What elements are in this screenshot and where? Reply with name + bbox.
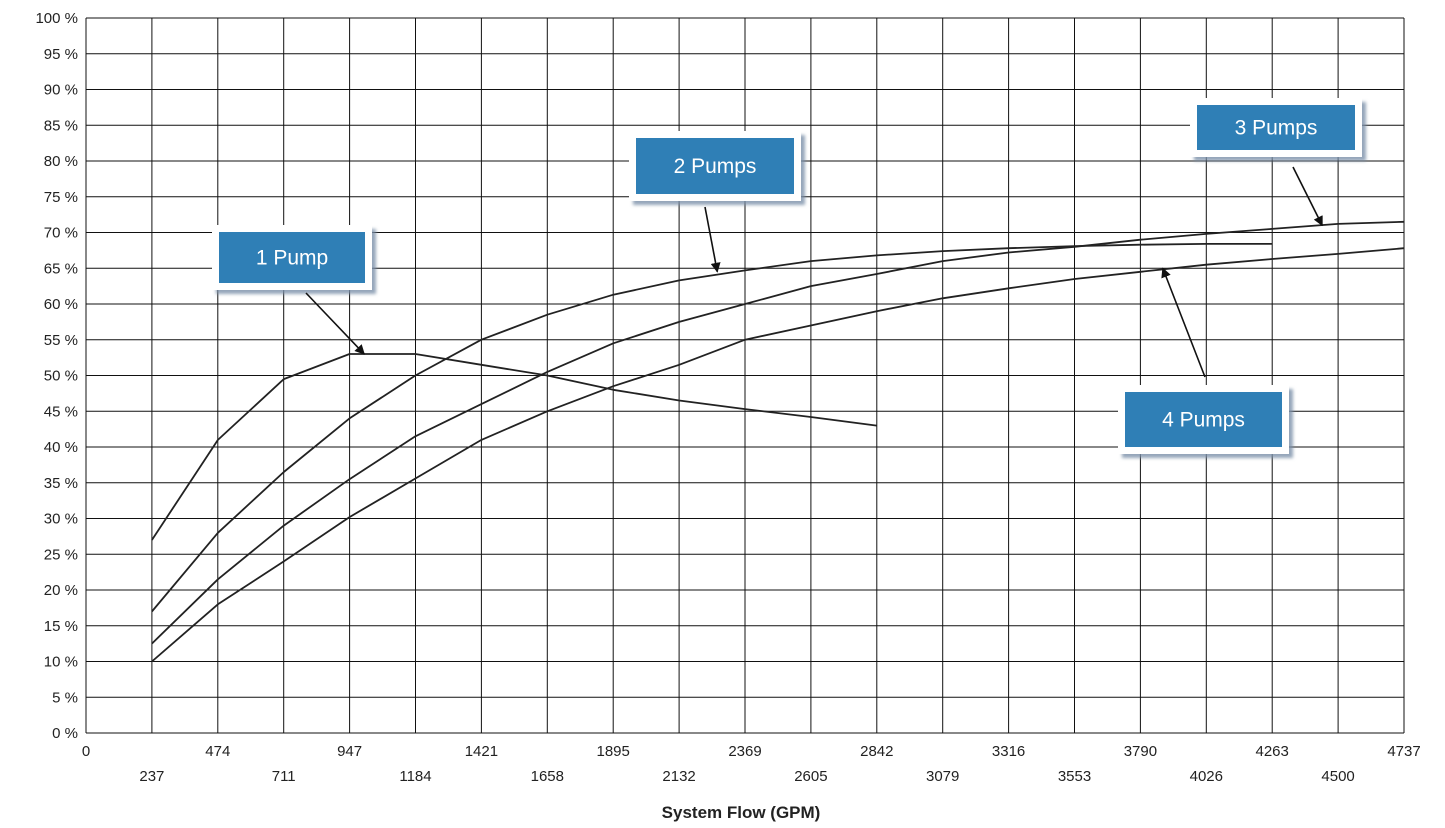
y-tick-label: 95 % [44, 46, 78, 63]
series-line-2 [151, 242, 1273, 613]
y-tick-label: 35 % [44, 475, 78, 492]
callout-box [219, 232, 365, 283]
callout-2: 2 Pumps [629, 131, 801, 273]
x-tick-label: 1421 [465, 743, 498, 760]
y-tick-label: 70 % [44, 225, 78, 242]
callout-label: 1 Pump [256, 247, 328, 270]
x-tick-label: 4026 [1190, 768, 1223, 785]
y-tick-label: 50 % [44, 368, 78, 385]
callout-label: 3 Pumps [1235, 117, 1318, 140]
series-lines [151, 220, 1405, 663]
y-tick-label: 65 % [44, 260, 78, 277]
y-tick-label: 15 % [44, 618, 78, 635]
x-tick-label: 3316 [992, 743, 1025, 760]
y-tick-label: 10 % [44, 654, 78, 671]
x-axis-ticks: 0 474 947 1421 1895 2369 2842 3316 3790 4263 4737 2… [82, 743, 1421, 785]
callout-box [1125, 392, 1282, 447]
x-tick-label: 2369 [728, 743, 761, 760]
x-tick-label: 3790 [1124, 743, 1157, 760]
x-tick-label: 1184 [399, 768, 431, 785]
x-tick-label: 474 [205, 743, 230, 760]
x-tick-label: 3079 [926, 768, 959, 785]
series-line-1 [151, 353, 877, 541]
callout-label: 4 Pumps [1162, 409, 1245, 432]
x-axis-label: System Flow (GPM) [662, 803, 821, 822]
y-tick-label: 55 % [44, 332, 78, 349]
x-tick-label: 2842 [860, 743, 893, 760]
callout-arrow [1292, 166, 1323, 227]
x-tick-label: 4737 [1387, 743, 1420, 760]
y-tick-label: 20 % [44, 582, 78, 599]
x-tick-label: 711 [272, 768, 296, 785]
x-tick-label: 4500 [1321, 768, 1354, 785]
callout-arrow [305, 292, 365, 355]
callout-box [1197, 105, 1355, 150]
y-axis-ticks: 0 % 5 % 10 % 15 % 20 % 25 % 30 % 35 % 40 % 45 % 50… [35, 10, 78, 742]
callout-label: 2 Pumps [674, 155, 757, 178]
y-tick-label: 75 % [44, 189, 78, 206]
callout-4: 4 Pumps [1118, 267, 1289, 454]
y-tick-label: 45 % [44, 403, 78, 420]
series-line-4 [151, 247, 1405, 663]
y-tick-label: 5 % [52, 689, 78, 706]
callout-3: 3 Pumps [1190, 98, 1362, 227]
y-tick-label: 60 % [44, 296, 78, 313]
y-tick-label: 80 % [44, 153, 78, 170]
x-tick-label: 237 [139, 768, 164, 785]
y-tick-label: 100 % [35, 10, 78, 27]
x-tick-label: 4263 [1256, 743, 1289, 760]
x-tick-label: 0 [82, 743, 90, 760]
callouts: 1 Pump 2 Pumps 3 Pumps 4 Pumps [212, 98, 1362, 454]
y-tick-label: 30 % [44, 511, 78, 528]
series-line-3 [151, 220, 1405, 645]
y-tick-label: 0 % [52, 725, 78, 742]
x-tick-label: 1658 [531, 768, 564, 785]
callout-1: 1 Pump [212, 225, 372, 355]
y-tick-label: 90 % [44, 82, 78, 99]
x-tick-label: 2132 [662, 768, 695, 785]
y-tick-label: 25 % [44, 546, 78, 563]
callout-box [636, 138, 794, 194]
y-tick-label: 40 % [44, 439, 78, 456]
x-tick-label: 2605 [794, 768, 827, 785]
callout-arrow [704, 206, 721, 273]
y-tick-label: 85 % [44, 117, 78, 134]
callout-arrow [1161, 267, 1206, 378]
x-tick-label: 1895 [597, 743, 630, 760]
x-tick-label: 947 [337, 743, 362, 760]
x-tick-label: 3553 [1058, 768, 1091, 785]
